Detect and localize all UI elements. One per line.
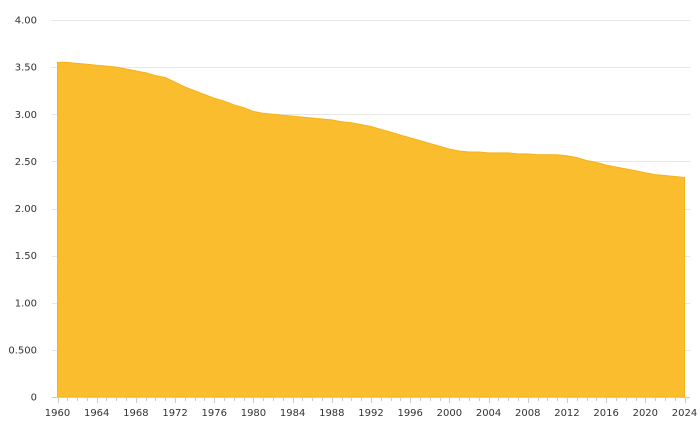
x-tick-label-2024: 2024	[672, 408, 697, 419]
x-tick-label-2008: 2008	[515, 408, 540, 419]
x-tick-label-1976: 1976	[202, 408, 227, 419]
y-tick-label-8: 4.00	[15, 16, 37, 27]
x-tick-label-1988: 1988	[319, 408, 344, 419]
y-tick-label-2: 1.00	[15, 298, 37, 309]
x-tick-label-1984: 1984	[280, 408, 305, 419]
x-tick-label-1980: 1980	[241, 408, 266, 419]
x-tick-label-2012: 2012	[554, 408, 579, 419]
y-tick-label-4: 2.00	[15, 204, 37, 215]
x-tick-label-1996: 1996	[397, 408, 422, 419]
x-tick-label-2000: 2000	[437, 408, 462, 419]
y-axis-tick-labels: 0 0.500 1.00 1.50 2.00 2.50 3.00 3.50 4.00	[8, 16, 37, 404]
x-tick-label-1964: 1964	[84, 408, 109, 419]
x-tick-label-2020: 2020	[633, 408, 658, 419]
x-tick-label-2004: 2004	[476, 408, 501, 419]
area-series	[57, 61, 685, 398]
x-tick-label-1992: 1992	[358, 408, 383, 419]
x-tick-label-1960: 1960	[45, 408, 70, 419]
area-series-0	[57, 61, 685, 398]
x-axis	[52, 397, 690, 403]
y-tick-label-6: 3.00	[15, 110, 37, 121]
y-tick-label-0: 0	[31, 393, 37, 404]
x-axis-tick-labels: 1960 1964 1968 1972 1976 1980 1984 1988 1992 1996…	[45, 408, 697, 419]
x-tick-label-1972: 1972	[162, 408, 187, 419]
y-tick-label-5: 2.50	[15, 157, 37, 168]
y-tick-label-3: 1.50	[15, 251, 37, 262]
y-tick-label-1: 0.500	[8, 345, 37, 356]
y-tick-label-7: 3.50	[15, 63, 37, 74]
x-tick-label-2016: 2016	[593, 408, 618, 419]
x-tick-label-1968: 1968	[123, 408, 148, 419]
